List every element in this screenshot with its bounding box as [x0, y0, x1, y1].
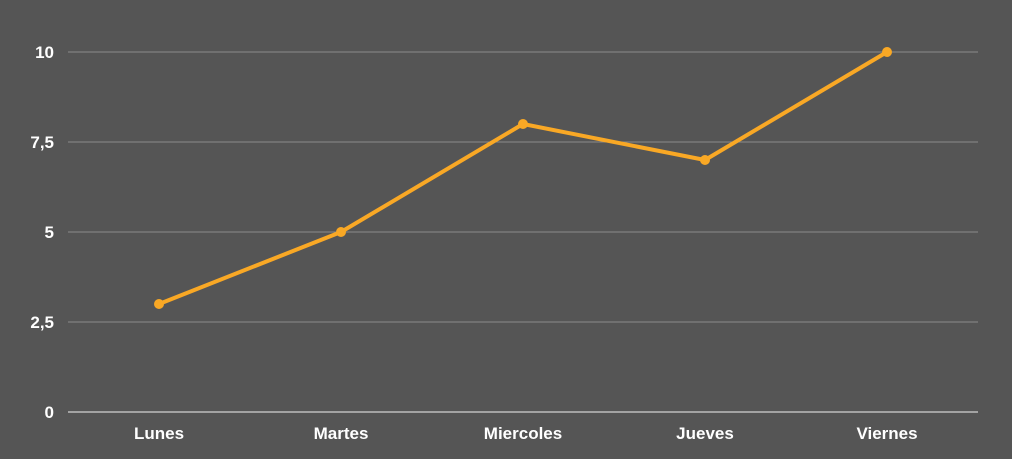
- x-tick-label: Viernes: [856, 424, 917, 443]
- y-tick-label: 2,5: [30, 313, 54, 332]
- y-tick-label: 5: [45, 223, 54, 242]
- data-point: [518, 119, 528, 129]
- x-tick-label: Martes: [314, 424, 369, 443]
- x-tick-label: Lunes: [134, 424, 184, 443]
- data-point: [336, 227, 346, 237]
- data-point: [700, 155, 710, 165]
- data-point: [882, 47, 892, 57]
- series-layer: [154, 47, 892, 309]
- y-tick-label: 7,5: [30, 133, 54, 152]
- x-axis-tick-labels: Lunes Martes Miercoles Jueves Viernes: [134, 424, 918, 443]
- x-tick-label: Miercoles: [484, 424, 562, 443]
- y-tick-label: 10: [35, 43, 54, 62]
- y-axis-tick-labels: 0 2,5 5 7,5 10: [30, 43, 54, 422]
- x-tick-label: Jueves: [676, 424, 734, 443]
- data-point: [154, 299, 164, 309]
- y-tick-label: 0: [45, 403, 54, 422]
- gridlines: [68, 51, 978, 413]
